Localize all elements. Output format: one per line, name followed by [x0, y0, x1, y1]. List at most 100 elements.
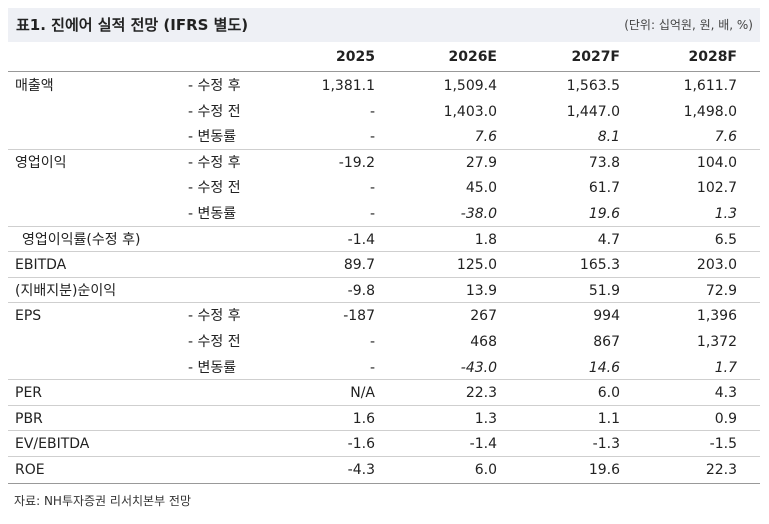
row-label: ROE	[15, 462, 45, 478]
cell: 1,447.0	[566, 104, 620, 120]
cell: 8.1	[597, 129, 620, 145]
unit: (단위: 십억원, 원, 배, %)	[624, 18, 753, 32]
row-label: (지배지분)순이익	[15, 283, 117, 299]
group-rule	[8, 405, 760, 406]
cell: 867	[593, 334, 620, 350]
cell: -	[369, 129, 375, 145]
row-label: EPS	[15, 308, 42, 324]
cell: -	[369, 360, 375, 376]
cell: 19.6	[588, 206, 620, 222]
group-rule	[8, 226, 760, 227]
cell: 0.9	[714, 411, 737, 427]
row-sublabel: - 수정 전	[188, 334, 241, 350]
row-sublabel: - 수정 후	[188, 308, 241, 324]
row-sublabel: - 변동률	[188, 206, 237, 222]
header-band	[8, 8, 760, 42]
cell: -1.5	[709, 436, 737, 452]
column-header: 2026E	[448, 49, 497, 65]
row-sublabel: - 수정 전	[188, 104, 241, 120]
cell: -38.0	[460, 206, 497, 222]
group-rule	[8, 277, 760, 278]
group-rule	[8, 149, 760, 150]
cell: -1.4	[469, 436, 497, 452]
cell: 1,498.0	[683, 104, 737, 120]
cell: -	[369, 334, 375, 350]
row-label: EBITDA	[15, 257, 67, 273]
cell: 1,396	[696, 308, 737, 324]
cell: 19.6	[588, 462, 620, 478]
cell: 6.0	[597, 385, 620, 401]
cell: 7.6	[714, 129, 737, 145]
cell: 51.9	[588, 283, 620, 299]
row-label: 영업이익	[15, 155, 67, 171]
row-label: 영업이익률(수정 후)	[22, 232, 141, 248]
cell: 27.9	[465, 155, 497, 171]
cell: 1,372	[696, 334, 737, 350]
cell: 1.3	[714, 206, 737, 222]
source: 자료: NH투자증권 리서치본부 전망	[14, 494, 192, 508]
cell: 14.6	[588, 360, 620, 376]
cell: 4.3	[714, 385, 737, 401]
cell: 104.0	[696, 155, 737, 171]
cell: 165.3	[579, 257, 620, 273]
cell: -	[369, 206, 375, 222]
column-header: 2028F	[688, 49, 737, 65]
row-label: 매출액	[15, 78, 54, 94]
cell: 13.9	[465, 283, 497, 299]
cell: -	[369, 104, 375, 120]
header-rule	[8, 71, 760, 72]
cell: 6.0	[474, 462, 497, 478]
cell: -1.6	[347, 436, 375, 452]
row-sublabel: - 수정 후	[188, 155, 241, 171]
cell: 22.3	[705, 462, 737, 478]
cell: 7.6	[474, 129, 497, 145]
cell: N/A	[350, 385, 375, 401]
cell: 45.0	[465, 180, 497, 196]
group-rule	[8, 430, 760, 431]
cell: 89.7	[343, 257, 375, 273]
cell: 1,381.1	[321, 78, 375, 94]
cell: 102.7	[696, 180, 737, 196]
cell: -43.0	[460, 360, 497, 376]
cell: 1.3	[474, 411, 497, 427]
cell: 125.0	[456, 257, 497, 273]
cell: 1.1	[597, 411, 620, 427]
cell: -4.3	[347, 462, 375, 478]
cell: 1.7	[714, 360, 737, 376]
cell: 994	[593, 308, 620, 324]
column-header: 2025	[336, 49, 375, 65]
row-label: EV/EBITDA	[15, 436, 90, 452]
row-sublabel: - 수정 후	[188, 78, 241, 94]
group-rule	[8, 251, 760, 252]
row-sublabel: - 수정 전	[188, 180, 241, 196]
cell: 73.8	[588, 155, 620, 171]
cell: 72.9	[705, 283, 737, 299]
group-rule	[8, 302, 760, 303]
cell: -187	[343, 308, 375, 324]
title: 표1. 진에어 실적 전망 (IFRS 별도)	[16, 16, 249, 34]
cell: 1,509.4	[443, 78, 497, 94]
row-sublabel: - 변동률	[188, 360, 237, 376]
cell: 468	[470, 334, 497, 350]
row-label: PBR	[15, 411, 43, 427]
cell: 4.7	[597, 232, 620, 248]
group-rule	[8, 379, 760, 380]
cell: 61.7	[588, 180, 620, 196]
bottom-rule	[8, 483, 760, 484]
cell: -1.4	[347, 232, 375, 248]
cell: 6.5	[714, 232, 737, 248]
cell: 22.3	[465, 385, 497, 401]
cell: 1.8	[474, 232, 497, 248]
row-label: PER	[15, 385, 43, 401]
cell: 1.6	[352, 411, 375, 427]
cell: -1.3	[592, 436, 620, 452]
cell: 1,611.7	[683, 78, 737, 94]
cell: 1,563.5	[566, 78, 620, 94]
group-rule	[8, 456, 760, 457]
row-sublabel: - 변동률	[188, 129, 237, 145]
column-header: 2027F	[571, 49, 620, 65]
cell: -9.8	[347, 283, 375, 299]
cell: 1,403.0	[443, 104, 497, 120]
cell: -19.2	[338, 155, 375, 171]
